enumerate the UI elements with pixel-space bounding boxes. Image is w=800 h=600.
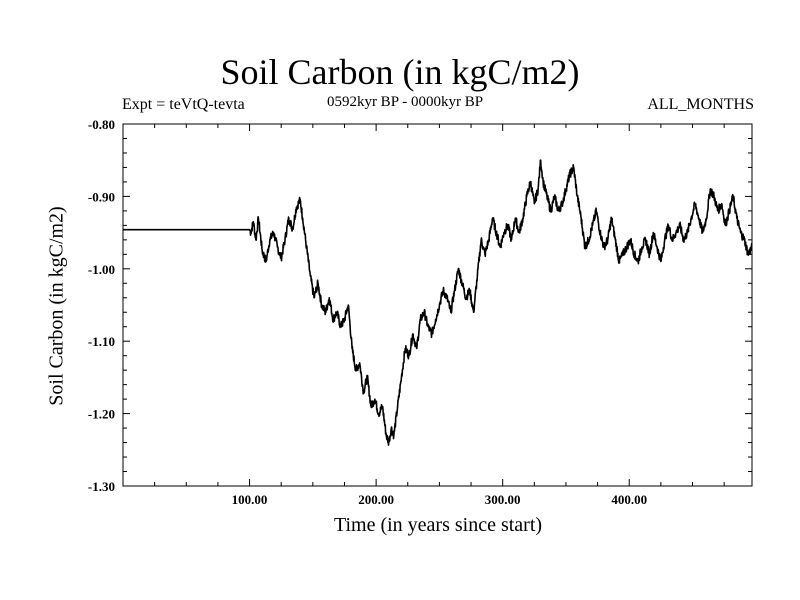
y-tick-label: -0.90 [88, 189, 115, 204]
x-tick-label: 200.00 [358, 492, 394, 507]
y-tick-label: -1.10 [88, 334, 115, 349]
months-label: ALL_MONTHS [647, 96, 754, 113]
x-tick-label: 100.00 [232, 492, 268, 507]
experiment-label: Expt = teVtQ-tevta [122, 96, 245, 113]
y-tick-label: -0.80 [88, 117, 115, 132]
x-axis-label: Time (in years since start) [333, 514, 543, 536]
y-tick-label: -1.30 [88, 479, 115, 494]
period-label: 0592kyr BP - 0000kyr BP [326, 94, 484, 110]
chart-title: Soil Carbon (in kgC/m2) [220, 52, 580, 92]
soil-carbon-series [123, 159, 752, 446]
x-tick-label: 300.00 [485, 492, 521, 507]
x-tick-label: 400.00 [611, 492, 647, 507]
plot-frame [122, 123, 753, 487]
y-tick-label: -1.00 [88, 262, 115, 277]
y-tick-label: -1.20 [88, 407, 115, 422]
